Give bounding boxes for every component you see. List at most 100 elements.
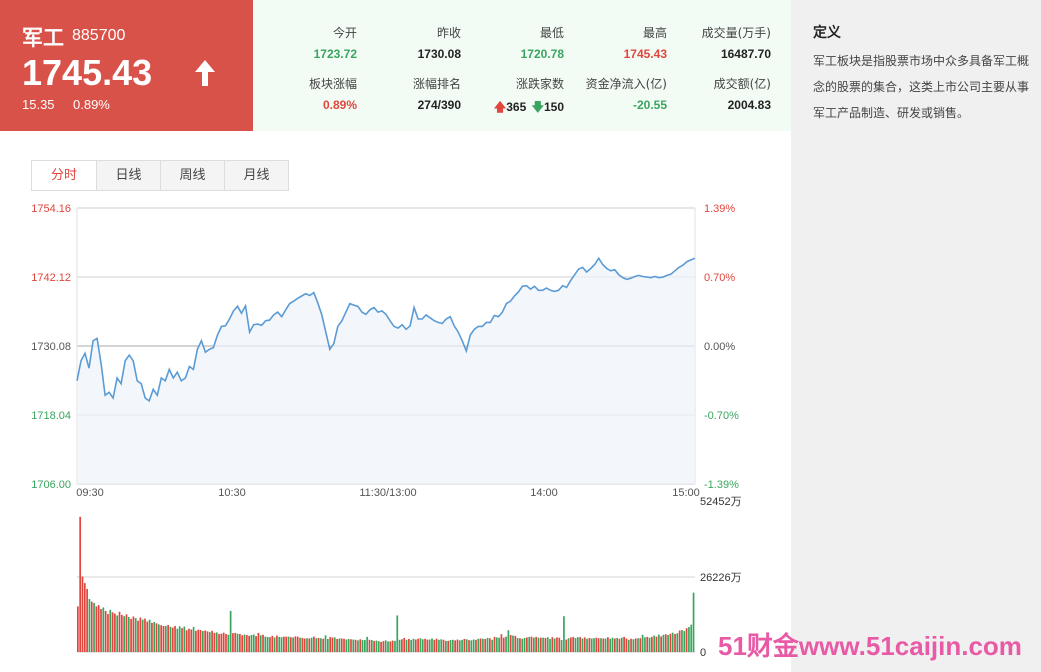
volume-bar [164,626,167,652]
volume-bar [576,637,579,652]
volume-bar [567,638,570,652]
tab-daily[interactable]: 日线 [96,161,160,190]
volume-bar [197,629,200,652]
volume-bar [204,630,207,652]
volume-bar [676,633,679,652]
volume-bar [421,639,424,652]
volume-bar [447,640,450,652]
volume-bar [215,632,218,652]
stat-updown-label: 涨跌家数 [515,77,564,91]
volume-bar [472,639,475,652]
volume-bar [301,637,304,652]
volume-bar [245,635,248,652]
volume-bar [590,638,593,652]
volume-bar [322,638,325,652]
volume-bar [259,635,262,652]
volume-bar [461,639,463,652]
volume-bar [313,636,315,652]
stat-volume: 成交量(万手) 16487.70 [667,24,771,61]
price-chart: 1754.16 1742.12 1730.08 1718.04 1706.00 1.39%… [31,203,739,499]
volume-bar [611,637,614,652]
volume-bar [401,639,403,652]
volume-bar [507,630,510,652]
tab-intraday[interactable]: 分时 [32,161,96,190]
volume-bar [167,624,169,652]
stat-updown-value: 🡅365 🡇150 [460,98,564,119]
volume-tick: 52452万 [700,496,742,508]
volume-bar [424,638,426,652]
volume-bar [625,638,628,652]
volume-bar [111,612,114,652]
volume-bar [602,638,605,652]
volume-bar [139,617,142,652]
volume-bar [359,639,362,652]
volume-bar [407,639,410,652]
volume-bar [442,639,445,652]
down-small-arrow-icon: 🡇 [531,100,544,114]
volume-bar [387,641,389,652]
volume-bar [220,633,223,652]
tab-weekly[interactable]: 周线 [160,161,224,190]
volume-bar [630,638,632,652]
volume-bar [130,618,132,652]
volume-bar [169,626,172,652]
volume-bar [681,630,683,652]
volume-bar [199,630,202,652]
volume-bar [646,636,649,652]
volume-bar [632,639,635,652]
volume-bar [206,631,209,652]
volume-bar [456,639,459,652]
volume-tick: 26226万 [700,572,742,584]
watermark: 51财金www.51caijin.com [718,631,1022,661]
stat-volume-label: 成交量(万手) [701,26,771,40]
volume-bar [241,635,244,652]
volume-tick: 0 [700,647,706,659]
volume-bar [306,638,308,652]
volume-bar [262,634,264,652]
volume-bar [653,635,656,652]
x-tick-label: 09:30 [76,487,104,499]
volume-bar [296,636,299,652]
volume-bar [160,625,163,652]
volume-bar [174,626,176,652]
volume-bar [93,602,95,652]
volume-bar [125,614,128,652]
price-change-pct: 0.89% [73,97,110,112]
volume-bar [384,640,387,652]
stat-volume-value: 16487.70 [720,47,771,61]
y-tick-left: 1718.04 [31,410,71,422]
volume-bar [280,637,283,652]
volume-bar [662,634,665,652]
volume-chart: 52452万 26226万 0 [77,496,742,659]
volume-bar [120,614,123,652]
tab-monthly[interactable]: 月线 [224,161,288,190]
volume-bar [505,636,507,652]
volume-bar [243,634,246,652]
volume-bar [475,639,477,652]
volume-bar [107,614,109,652]
volume-bar [83,583,86,652]
volume-bar [151,622,153,652]
volume-bar [257,632,260,652]
volume-bar [560,640,563,652]
volume-bar [292,637,294,652]
volume-bar [489,638,491,652]
volume-bar [326,639,329,652]
definition-text: 军工板块是指股票市场中众多具备军工概念的股票的集合，这类上市公司主要从事军工产品… [813,54,1030,120]
volume-bar [574,637,577,652]
y-tick-right: 1.39% [704,203,735,215]
volume-bar [463,639,466,652]
volume-bar [222,632,225,652]
volume-bar [512,635,514,652]
volume-bar [176,628,179,652]
stat-high-value: 1745.43 [623,47,667,61]
volume-bar [345,639,348,652]
volume-bar [171,627,174,652]
volume-bar [389,641,392,652]
volume-bar [195,630,197,652]
volume-bar [185,630,188,652]
volume-bar [690,624,693,652]
volume-bar [310,637,313,652]
volume-bar [114,613,116,652]
